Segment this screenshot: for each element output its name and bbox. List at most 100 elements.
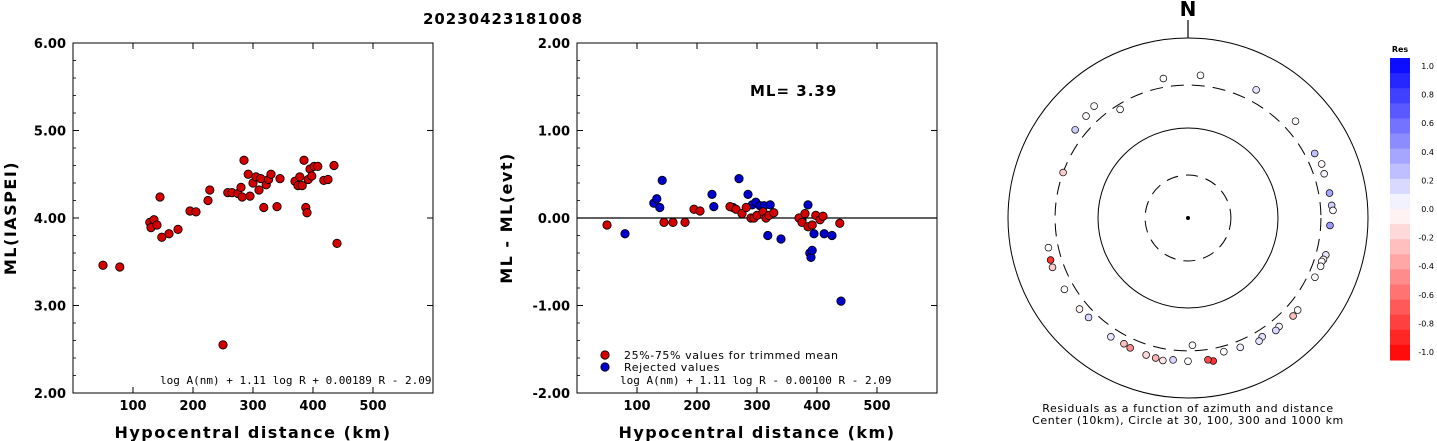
station-point	[245, 191, 255, 201]
station-residual-marker	[1159, 356, 1167, 365]
station-residual-marker	[1310, 149, 1319, 158]
ytick-label: 3.00	[34, 300, 66, 315]
plot1-ylabel: ML(IASPEI)	[1, 161, 20, 275]
station-point	[191, 207, 201, 217]
station-residual-marker	[1159, 74, 1168, 83]
colorbar-cell	[1390, 329, 1410, 346]
station-residual-marker	[1329, 206, 1337, 215]
station-residual-marker	[1184, 357, 1192, 365]
plot1-frame	[72, 42, 434, 394]
colorbar-tick-label: 1.0	[1421, 62, 1434, 71]
colorbar-cell	[1390, 178, 1410, 195]
colorbar-cell	[1390, 133, 1410, 150]
ml-annotation: ML= 3.39	[750, 82, 837, 100]
station-residual-marker	[1082, 112, 1090, 120]
colorbar-cell	[1390, 284, 1410, 301]
polar-caption-line2: Center (10km), Circle at 30, 100, 300 an…	[1032, 414, 1344, 427]
residual-point	[765, 200, 775, 210]
residual-point	[695, 206, 705, 216]
ml-residual-plot: ML= 3.39 25%-75% values for trimmed mean…	[497, 37, 938, 441]
station-residual-marker	[1325, 189, 1334, 197]
station-point	[272, 202, 282, 212]
plot1-formula: log A(nm) + 1.11 log R + 0.00189 R - 2.0…	[160, 374, 432, 387]
xtick-label: 500	[359, 399, 386, 414]
colorbar-cell	[1390, 224, 1410, 240]
residual-point	[769, 208, 779, 218]
residual-point	[763, 230, 773, 241]
residual-colorbar: Res 1.0 0.8 0.6 0.4 0.2 0.0 -0.2 -0.4 -0.6 -0.8 -1…	[1390, 45, 1434, 361]
station-residual-marker	[1059, 168, 1067, 177]
colorbar-tick-label: 0.2	[1421, 176, 1434, 185]
station-residual-marker	[1316, 262, 1325, 271]
station-residual-marker	[1169, 356, 1177, 364]
polar-caption-line1: Residuals as a function of azimuth and d…	[1042, 402, 1333, 415]
colorbar-tick-label: -0.4	[1418, 262, 1434, 271]
colorbar-cell	[1390, 299, 1410, 316]
legend-marker-rejected	[600, 362, 610, 372]
residual-point	[707, 189, 717, 199]
colorbar-tick-label: 0.6	[1421, 119, 1434, 128]
station-point	[323, 174, 333, 185]
station-residual-marker	[1272, 326, 1280, 335]
colorbar-tick-label: 0.8	[1421, 91, 1434, 100]
station-point	[237, 192, 247, 202]
residual-point	[659, 217, 669, 227]
station-point	[152, 220, 162, 230]
station-residual-marker	[1107, 333, 1115, 341]
colorbar-cell	[1390, 254, 1410, 270]
station-point	[164, 229, 174, 239]
colorbar-cell	[1390, 239, 1410, 255]
xtick-label: 200	[683, 399, 710, 414]
station-point	[266, 169, 276, 179]
station-residual-marker	[1126, 344, 1134, 352]
station-point	[297, 181, 307, 191]
station-point	[307, 171, 317, 181]
station-residual-marker	[1120, 340, 1128, 348]
station-residual-marker	[1084, 313, 1093, 322]
residual-point	[776, 234, 786, 244]
xtick-label: 400	[803, 399, 830, 414]
residual-point	[807, 220, 817, 230]
circle-300km	[1054, 84, 1322, 352]
station-point	[98, 260, 108, 270]
station-residual-marker	[1311, 273, 1319, 281]
plot2-formula: log A(nm) + 1.11 log R - 0.00100 R - 2.0…	[620, 374, 892, 387]
ytick-label: -2.00	[533, 387, 570, 402]
plot2-xlabel: Hypocentral distance (km)	[618, 423, 895, 441]
station-point	[115, 262, 125, 272]
colorbar-tick-label: 0.0	[1421, 205, 1434, 214]
north-label: N	[1180, 0, 1197, 21]
station-residual-marker	[1255, 337, 1263, 345]
station-residual-marker	[1116, 105, 1124, 114]
colorbar-tick-label: -0.2	[1418, 234, 1434, 243]
colorbar-cell	[1390, 209, 1410, 225]
residual-point	[741, 202, 751, 213]
colorbar-tick-label: 0.4	[1421, 148, 1434, 157]
ml-iaspei-plot: log A(nm) + 1.11 log R + 0.00189 R - 2.0…	[1, 37, 434, 441]
colorbar-cell	[1390, 58, 1410, 74]
residual-point	[743, 189, 753, 199]
station-point	[205, 185, 215, 195]
xtick-label: 400	[299, 399, 326, 414]
ytick-label: 2.00	[34, 387, 66, 402]
residual-point	[836, 296, 846, 306]
plot1-xlabel: Hypocentral distance (km)	[114, 423, 391, 441]
station-residual-marker	[1071, 126, 1079, 134]
station-point	[302, 208, 312, 218]
station-residual-marker	[1060, 285, 1069, 294]
event-id-title: 20230423181008	[423, 10, 583, 28]
station-point	[259, 202, 269, 213]
epicenter-dot	[1186, 216, 1190, 220]
colorbar-cell	[1390, 193, 1410, 210]
station-residual-marker	[1196, 71, 1205, 80]
plot2-ylabel: ML - ML(evt)	[497, 152, 516, 284]
residual-point	[818, 211, 828, 221]
legend-label-rejected: Rejected values	[624, 361, 720, 374]
legend-label-trimmed: 25%-75% values for trimmed mean	[624, 349, 839, 362]
station-residual-marker	[1142, 351, 1150, 359]
station-point	[203, 195, 213, 206]
station-residual-marker	[1046, 256, 1055, 264]
station-point	[332, 238, 342, 248]
colorbar-tick-label: -0.6	[1418, 291, 1434, 300]
xtick-label: 300	[239, 399, 266, 414]
